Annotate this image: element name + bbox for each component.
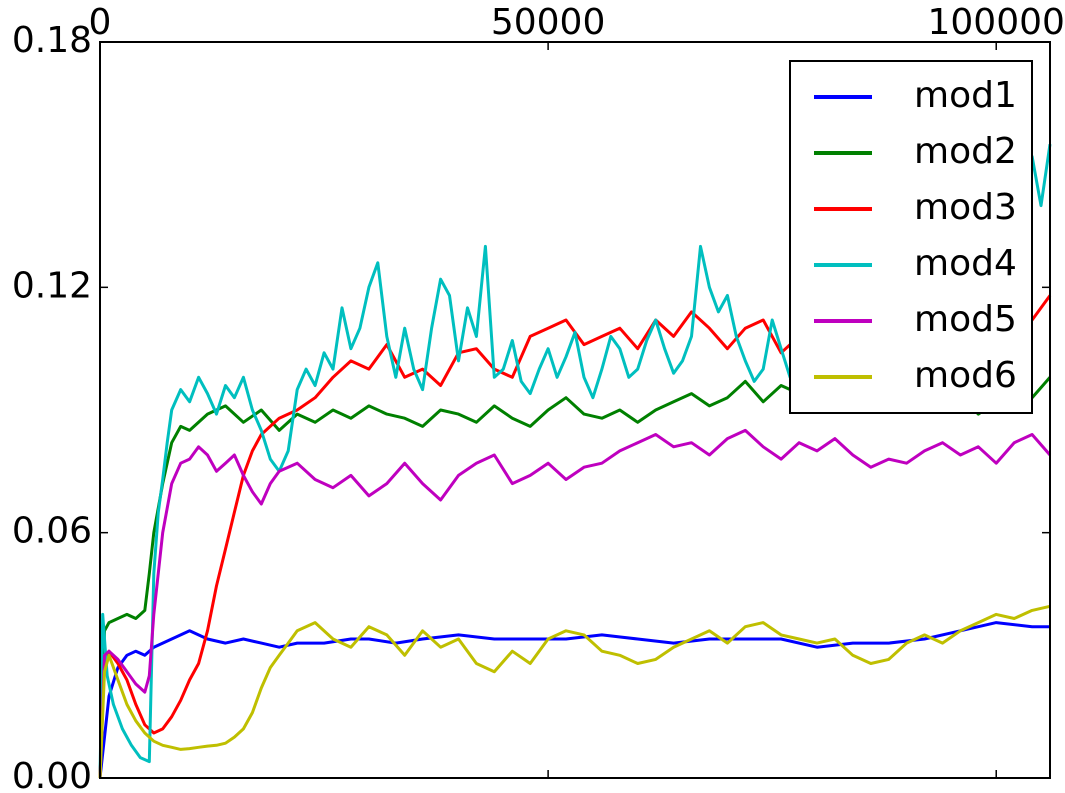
legend: mod1 mod2 mod3 mod4 mod5 mod6 — [789, 60, 1033, 414]
legend-label-mod6: mod6 — [914, 355, 1017, 396]
series-line-mod1 — [98, 621, 1050, 779]
plot-frame — [99, 41, 1051, 779]
legend-label-mod1: mod1 — [914, 75, 1017, 116]
x-tick-label: 50000 — [491, 2, 606, 43]
series-line-mod2 — [98, 371, 1052, 779]
ticks-layer: 0 50000 100000 0.00 0.06 0.12 0.18 — [12, 2, 1065, 793]
y-tick-label: 0.00 — [12, 756, 92, 793]
x-tick-label: 100000 — [928, 2, 1065, 43]
legend-label-mod5: mod5 — [914, 299, 1017, 340]
y-tick-label: 0.18 — [12, 20, 92, 61]
y-tick-label: 0.06 — [12, 511, 92, 552]
legend-box — [789, 60, 1033, 414]
legend-label-mod4: mod4 — [914, 243, 1017, 284]
legend-label-mod3: mod3 — [914, 187, 1017, 228]
legend-label-mod2: mod2 — [914, 131, 1017, 172]
x-tick-label: 0 — [89, 2, 112, 43]
y-tick-label: 0.12 — [12, 265, 92, 306]
series-line-mod6 — [98, 604, 1051, 779]
series-line-mod5 — [98, 428, 1052, 779]
